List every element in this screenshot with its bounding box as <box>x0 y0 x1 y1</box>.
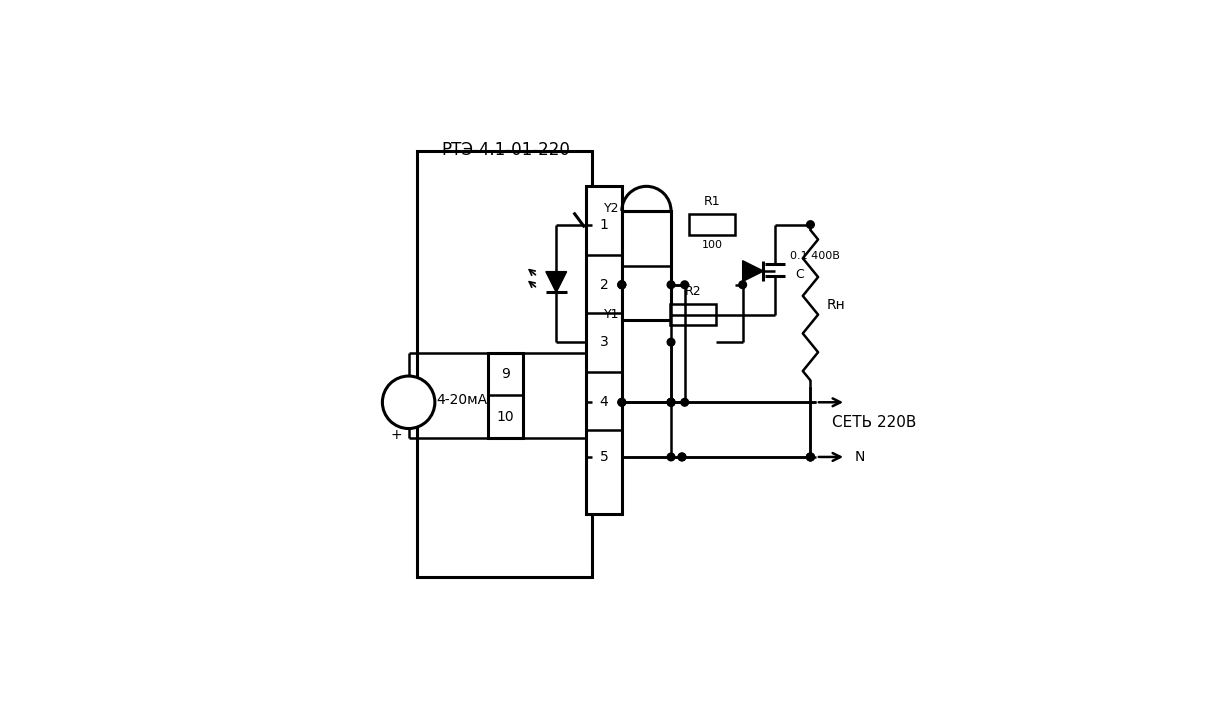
Bar <box>586 186 622 514</box>
Circle shape <box>383 376 435 429</box>
Circle shape <box>618 281 626 288</box>
Text: РТЭ-4.1-01-220: РТЭ-4.1-01-220 <box>441 141 570 159</box>
Text: 100: 100 <box>702 241 722 251</box>
Text: R2: R2 <box>685 285 701 298</box>
Circle shape <box>807 453 814 461</box>
Bar <box>669 305 716 325</box>
Circle shape <box>667 453 675 461</box>
Circle shape <box>807 453 814 461</box>
Bar <box>689 214 736 235</box>
Text: +: + <box>390 428 402 442</box>
Circle shape <box>667 398 675 406</box>
Text: C: C <box>795 268 803 280</box>
Circle shape <box>667 398 675 406</box>
Text: Y2: Y2 <box>604 202 620 214</box>
Text: 4: 4 <box>599 395 609 409</box>
Text: 1: 1 <box>599 217 609 231</box>
Text: СЕТЬ 220В: СЕТЬ 220В <box>832 415 917 430</box>
Text: 3: 3 <box>599 335 609 349</box>
Bar <box>488 353 523 438</box>
Circle shape <box>807 221 814 229</box>
Text: Y1: Y1 <box>604 308 620 322</box>
Text: 2: 2 <box>599 278 609 292</box>
Circle shape <box>618 281 626 288</box>
Circle shape <box>681 281 689 288</box>
Circle shape <box>667 339 675 346</box>
Text: 4-20мА: 4-20мА <box>436 393 487 407</box>
Circle shape <box>618 281 626 288</box>
Polygon shape <box>743 261 763 281</box>
Polygon shape <box>546 272 567 293</box>
Circle shape <box>739 281 747 288</box>
Circle shape <box>678 453 686 461</box>
Text: Rн: Rн <box>826 298 846 312</box>
Circle shape <box>667 398 675 406</box>
Circle shape <box>667 281 675 288</box>
Text: 0.1 400В: 0.1 400В <box>790 251 840 261</box>
Circle shape <box>807 453 814 461</box>
Text: R1: R1 <box>704 195 720 207</box>
Circle shape <box>618 398 626 406</box>
Bar <box>622 211 670 320</box>
Text: 10: 10 <box>496 410 515 424</box>
Circle shape <box>618 398 626 406</box>
Circle shape <box>681 398 689 406</box>
Text: 5: 5 <box>599 450 609 464</box>
Bar <box>417 151 592 577</box>
Text: N: N <box>854 450 865 464</box>
Text: 9: 9 <box>501 367 510 381</box>
Circle shape <box>678 453 686 461</box>
